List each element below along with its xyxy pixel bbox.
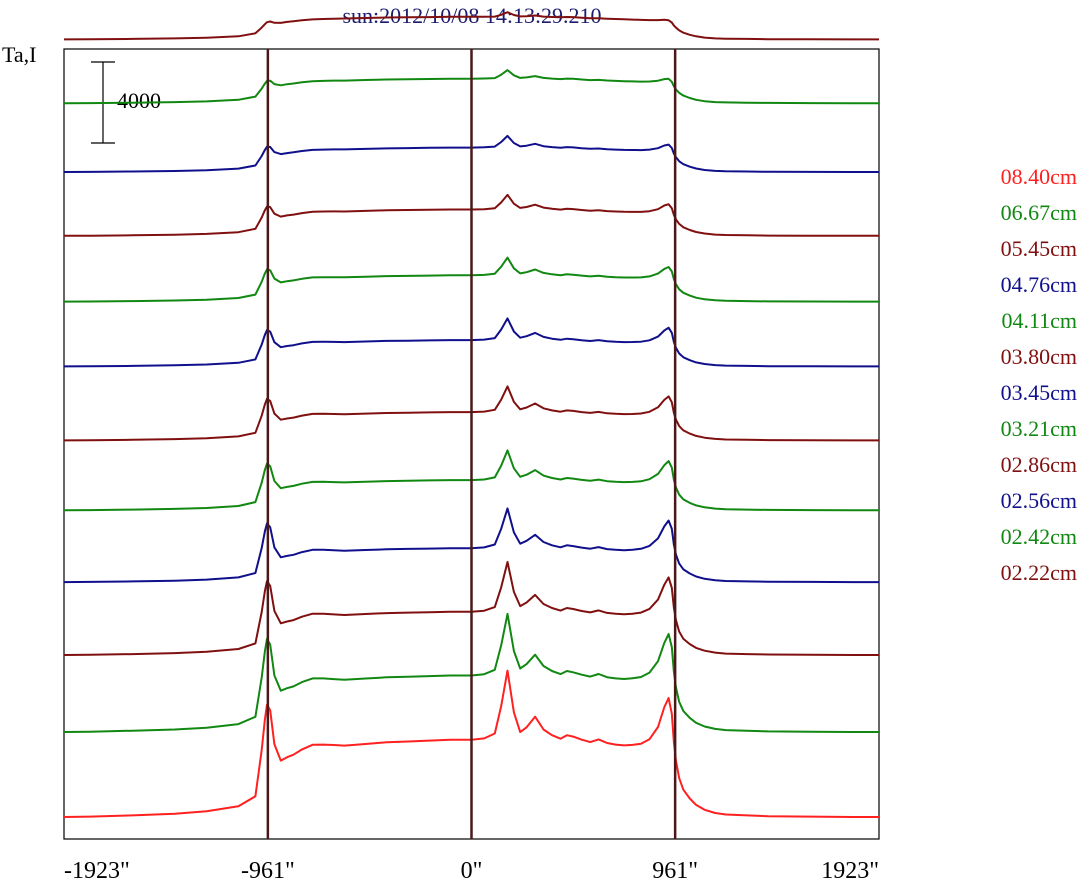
legend-item: 02.22cm bbox=[1001, 560, 1077, 585]
legend-item: 04.11cm bbox=[1001, 308, 1077, 333]
series-curves bbox=[63, 11, 879, 818]
legend-item: 02.56cm bbox=[1001, 488, 1077, 513]
x-tick-label: -961" bbox=[241, 858, 295, 884]
legend-item: 03.80cm bbox=[1001, 344, 1077, 369]
legend-item: 06.67cm bbox=[1001, 200, 1077, 225]
x-tick-label: 1923" bbox=[821, 858, 879, 884]
series-line-06-67cm bbox=[63, 612, 879, 733]
series-line-03-45cm bbox=[63, 317, 879, 368]
series-line-02-86cm bbox=[63, 193, 879, 237]
legend-item: 08.40cm bbox=[1001, 164, 1077, 189]
series-line-02-22cm bbox=[63, 11, 879, 41]
y-axis-label: Ta,I bbox=[2, 42, 37, 67]
legend-item: 03.21cm bbox=[1001, 416, 1077, 441]
scale-bar-label: 4000 bbox=[117, 88, 161, 113]
legend-item: 05.45cm bbox=[1001, 236, 1077, 261]
legend-item: 02.42cm bbox=[1001, 524, 1077, 549]
series-line-03-21cm bbox=[63, 256, 879, 303]
x-tick-label: 0" bbox=[461, 858, 483, 884]
legend-item: 04.76cm bbox=[1001, 272, 1077, 297]
scale-bar: 4000 bbox=[91, 61, 161, 144]
series-line-02-42cm bbox=[63, 69, 879, 105]
x-tick-labels: -1923" -961" 0" 961" 1923" bbox=[64, 858, 879, 884]
chart-title: sun:2012/10/08 14:13:29.210 bbox=[342, 3, 601, 28]
x-tick-label: 961" bbox=[652, 858, 698, 884]
series-line-04-76cm bbox=[63, 507, 879, 584]
series-line-05-45cm bbox=[63, 561, 879, 656]
legend-item: 02.86cm bbox=[1001, 452, 1077, 477]
series-line-03-80cm bbox=[63, 385, 879, 442]
series-line-02-56cm bbox=[63, 134, 879, 173]
series-line-04-11cm bbox=[63, 449, 879, 512]
x-tick-label: -1923" bbox=[64, 858, 130, 884]
vertical-markers bbox=[266, 49, 677, 839]
legend: 08.40cm 06.67cm 05.45cm 04.76cm 04.11cm 03.80… bbox=[1001, 164, 1077, 585]
series-line-08-40cm bbox=[63, 669, 879, 818]
legend-item: 03.45cm bbox=[1001, 380, 1077, 405]
